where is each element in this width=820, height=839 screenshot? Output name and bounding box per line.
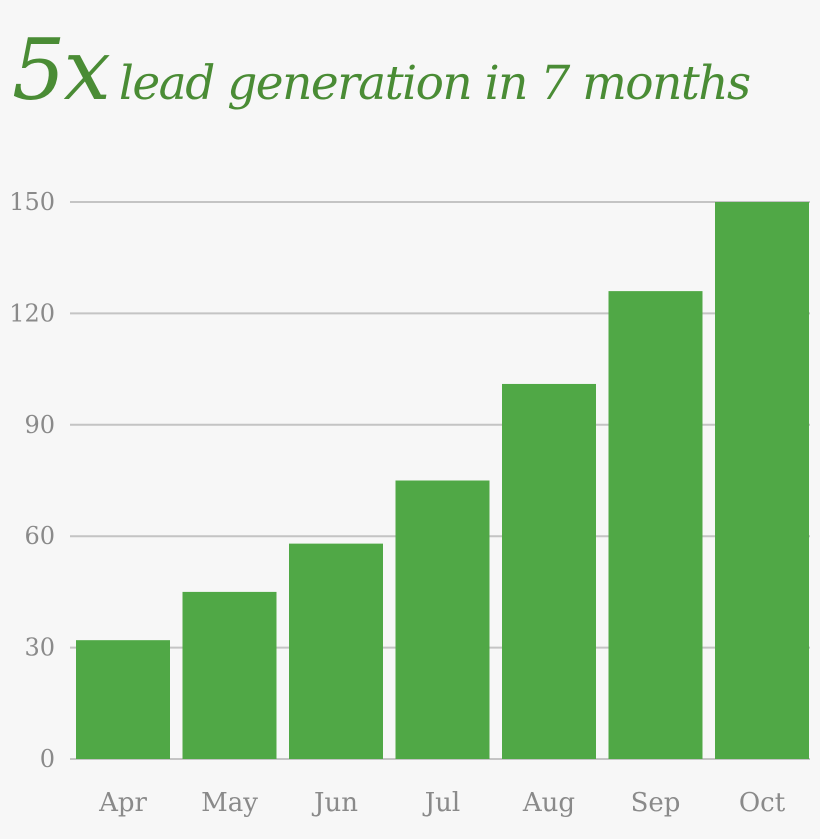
bars — [76, 202, 809, 759]
bar-sep — [608, 291, 703, 759]
y-tick-label: 30 — [24, 634, 55, 662]
y-tick-label: 0 — [40, 745, 55, 773]
bar-aug — [502, 383, 596, 759]
y-tick-label: 120 — [9, 299, 55, 327]
bar-may — [182, 591, 277, 759]
x-tick-label: Jul — [422, 788, 460, 818]
x-tick-label: Aug — [522, 788, 575, 818]
title-text: lead generation in 7 months — [118, 56, 751, 111]
y-tick-label: 150 — [9, 188, 55, 216]
x-tick-label: Jun — [311, 788, 358, 818]
bar-oct — [715, 202, 809, 759]
title-multiplier: 5x — [12, 21, 111, 119]
y-tick-label: 60 — [24, 522, 55, 550]
x-tick-label: Sep — [631, 788, 681, 818]
x-tick-label: Oct — [739, 788, 786, 818]
x-tick-label: May — [201, 788, 258, 818]
bar-jun — [289, 543, 383, 759]
y-tick-label: 90 — [24, 411, 55, 439]
y-axis-ticks: 0 30 60 90 120 150 — [9, 188, 55, 773]
bar-jul — [395, 480, 490, 759]
chart-title: 5x lead generation in 7 months — [12, 28, 812, 112]
bar-apr — [76, 640, 170, 759]
x-tick-label: Apr — [98, 788, 147, 818]
x-axis-ticks: Apr May Jun Jul Aug Sep Oct — [98, 788, 786, 818]
